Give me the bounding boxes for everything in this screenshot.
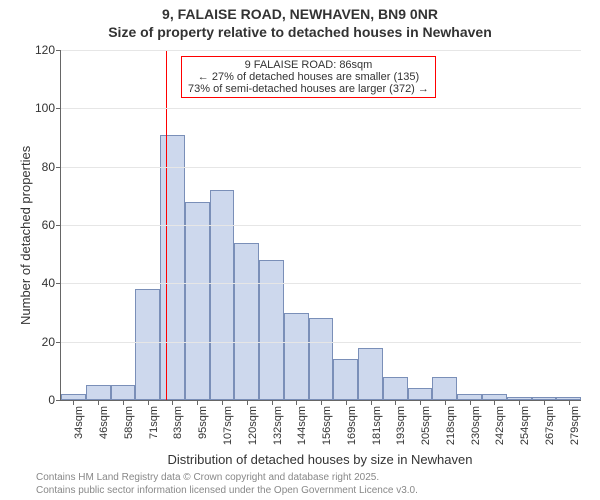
x-tick-label: 205sqm (420, 406, 432, 445)
x-axis-label: Distribution of detached houses by size … (60, 452, 580, 467)
x-tick-mark (148, 400, 149, 405)
bar (111, 385, 136, 400)
x-tick-mark (197, 400, 198, 405)
x-tick-mark (73, 400, 74, 405)
x-tick-label: 156sqm (321, 406, 333, 445)
bar (259, 260, 284, 400)
x-tick-label: 218sqm (445, 406, 457, 445)
x-tick-mark (445, 400, 446, 405)
gridline (61, 225, 581, 226)
footer-line-2: Contains public sector information licen… (36, 485, 418, 496)
x-tick-mark (569, 400, 570, 405)
bar (284, 313, 309, 401)
bar (333, 359, 358, 400)
bar (160, 135, 185, 400)
y-tick-label: 20 (42, 335, 61, 349)
bar (432, 377, 457, 400)
bar (309, 318, 334, 400)
x-tick-mark (519, 400, 520, 405)
x-tick-label: 144sqm (296, 406, 308, 445)
x-tick-label: 107sqm (222, 406, 234, 445)
x-tick-mark (123, 400, 124, 405)
x-tick-label: 230sqm (470, 406, 482, 445)
gridline (61, 283, 581, 284)
y-tick-label: 40 (42, 276, 61, 290)
annotation-line-1: 9 FALAISE ROAD: 86sqm (188, 59, 429, 71)
x-tick-label: 46sqm (98, 406, 110, 439)
x-tick-mark (371, 400, 372, 405)
gridline (61, 50, 581, 51)
x-tick-mark (247, 400, 248, 405)
annotation-line-2: ← 27% of detached houses are smaller (13… (188, 71, 429, 83)
x-tick-label: 181sqm (371, 406, 383, 445)
y-axis-label: Number of detached properties (18, 146, 33, 325)
y-tick-label: 0 (48, 393, 61, 407)
annotation-line-3: 73% of semi-detached houses are larger (… (188, 83, 429, 95)
plot-area: 34sqm46sqm58sqm71sqm83sqm95sqm107sqm120s… (60, 50, 581, 401)
bar (135, 289, 160, 400)
y-tick-label: 100 (35, 101, 61, 115)
bar (185, 202, 210, 400)
bar (210, 190, 235, 400)
bar (408, 388, 433, 400)
chart-container: 9, FALAISE ROAD, NEWHAVEN, BN9 0NR Size … (0, 0, 600, 500)
title-line-2: Size of property relative to detached ho… (0, 24, 600, 40)
gridline (61, 342, 581, 343)
x-tick-mark (544, 400, 545, 405)
bar (358, 348, 383, 401)
x-tick-label: 34sqm (73, 406, 85, 439)
x-tick-mark (272, 400, 273, 405)
gridline (61, 108, 581, 109)
x-tick-label: 95sqm (197, 406, 209, 439)
x-tick-label: 132sqm (272, 406, 284, 445)
x-tick-mark (222, 400, 223, 405)
x-tick-mark (98, 400, 99, 405)
gridline (61, 167, 581, 168)
bar (234, 243, 259, 401)
x-tick-mark (395, 400, 396, 405)
title-line-1: 9, FALAISE ROAD, NEWHAVEN, BN9 0NR (0, 6, 600, 22)
x-tick-label: 267sqm (544, 406, 556, 445)
x-tick-label: 193sqm (395, 406, 407, 445)
x-tick-mark (494, 400, 495, 405)
x-tick-mark (420, 400, 421, 405)
x-tick-mark (296, 400, 297, 405)
x-tick-mark (321, 400, 322, 405)
x-tick-label: 83sqm (172, 406, 184, 439)
x-tick-label: 58sqm (123, 406, 135, 439)
x-tick-label: 71sqm (148, 406, 160, 439)
x-tick-label: 120sqm (247, 406, 259, 445)
bar (86, 385, 111, 400)
y-tick-label: 60 (42, 218, 61, 232)
y-tick-label: 80 (42, 160, 61, 174)
footer-line-1: Contains HM Land Registry data © Crown c… (36, 472, 379, 483)
bar (383, 377, 408, 400)
x-tick-label: 169sqm (346, 406, 358, 445)
x-tick-label: 254sqm (519, 406, 531, 445)
x-tick-mark (172, 400, 173, 405)
x-tick-label: 242sqm (494, 406, 506, 445)
y-tick-label: 120 (35, 43, 61, 57)
x-tick-mark (346, 400, 347, 405)
x-tick-mark (470, 400, 471, 405)
x-tick-label: 279sqm (569, 406, 581, 445)
annotation-box: 9 FALAISE ROAD: 86sqm ← 27% of detached … (181, 56, 436, 98)
